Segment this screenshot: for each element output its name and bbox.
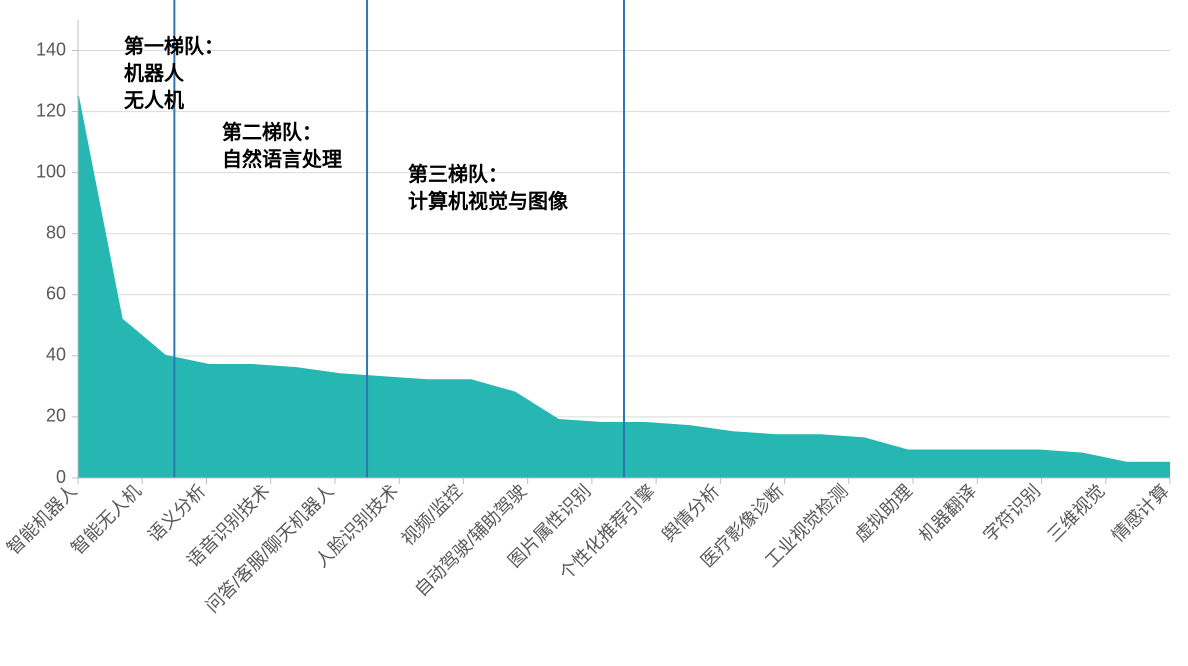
y-axis-label: 40	[46, 345, 66, 365]
y-axis-label: 140	[36, 39, 66, 59]
y-axis-label: 120	[36, 100, 66, 120]
y-axis-label: 100	[36, 161, 66, 181]
annotation-line: 自然语言处理	[222, 147, 342, 174]
tier-annotation: 第二梯队：自然语言处理	[222, 120, 342, 174]
annotation-line: 机器人	[124, 61, 224, 88]
x-axis-label: 字符识别	[979, 481, 1044, 546]
annotation-line: 第二梯队：	[222, 120, 342, 147]
annotation-line: 无人机	[124, 88, 224, 115]
x-axis-label: 虚拟助理	[851, 481, 916, 546]
x-axis-label: 问答/客服/聊天机器人	[202, 481, 338, 617]
x-axis-label: 舆情分析	[658, 481, 723, 546]
y-axis-label: 80	[46, 222, 66, 242]
x-axis-label: 语义分析	[144, 481, 209, 546]
tier-annotation: 第三梯队：计算机视觉与图像	[408, 162, 568, 216]
y-axis-label: 20	[46, 406, 66, 426]
x-axis-label: 情感计算	[1108, 481, 1173, 546]
x-axis-label: 视频/监控	[398, 481, 467, 550]
annotation-line: 第三梯队：	[408, 162, 568, 189]
x-axis-label: 智能无人机	[67, 481, 145, 559]
x-axis-label: 机器翻译	[915, 481, 980, 546]
y-axis-label: 60	[46, 284, 66, 304]
tier-annotation: 第一梯队：机器人无人机	[124, 34, 224, 115]
annotation-line: 第一梯队：	[124, 34, 224, 61]
area-chart: 020406080100120140智能机器人智能无人机语义分析语音识别技术问答…	[0, 0, 1188, 666]
annotation-line: 计算机视觉与图像	[408, 189, 568, 216]
x-axis-label: 三维视觉	[1044, 481, 1109, 546]
x-axis-label: 自动驾驶/辅助驾驶	[411, 481, 531, 601]
